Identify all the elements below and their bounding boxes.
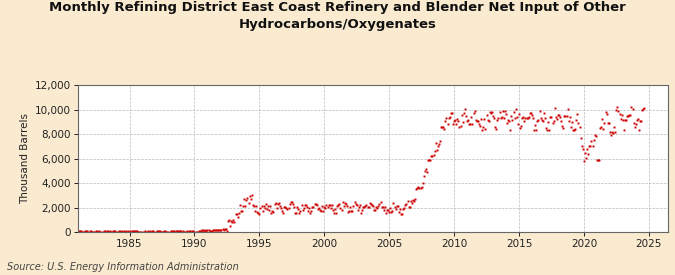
Text: Source: U.S. Energy Information Administration: Source: U.S. Energy Information Administ… [7,262,238,272]
Y-axis label: Thousand Barrels: Thousand Barrels [20,113,30,204]
Text: Monthly Refining District East Coast Refinery and Blender Net Input of Other
Hyd: Monthly Refining District East Coast Ref… [49,1,626,31]
